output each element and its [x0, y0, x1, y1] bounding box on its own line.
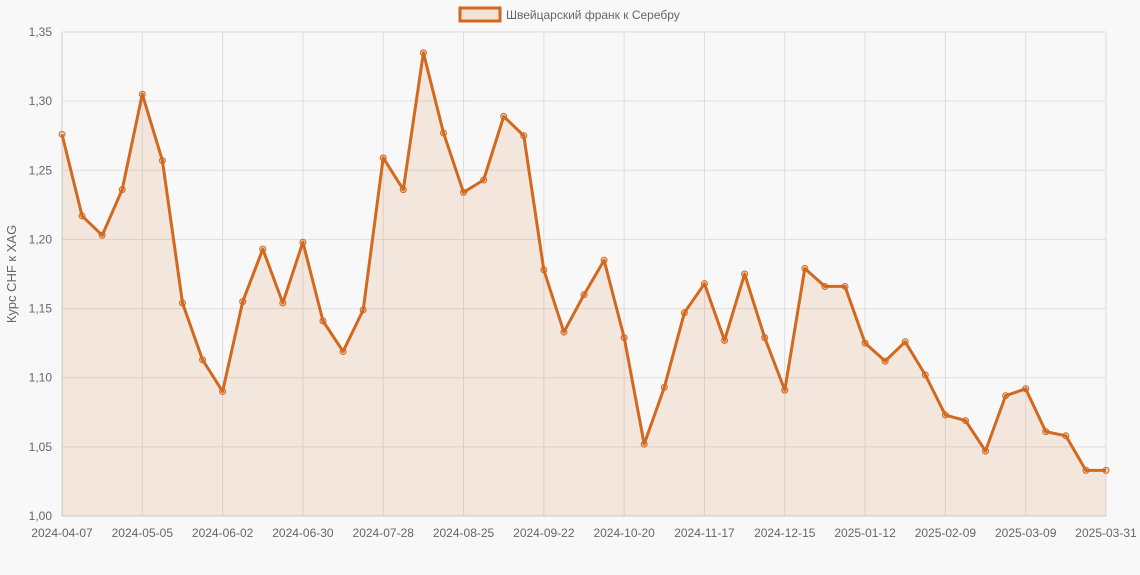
x-tick-label: 2024-07-28	[353, 526, 415, 540]
data-point[interactable]	[1042, 428, 1050, 436]
data-point[interactable]	[961, 417, 969, 425]
x-tick-label: 2024-09-22	[513, 526, 575, 540]
data-point[interactable]	[741, 270, 749, 278]
data-point[interactable]	[500, 112, 508, 120]
data-point[interactable]	[158, 157, 166, 165]
data-point[interactable]	[861, 339, 869, 347]
legend-swatch[interactable]	[458, 6, 502, 23]
data-point[interactable]	[700, 280, 708, 288]
series-line	[60, 51, 1106, 472]
data-point[interactable]	[439, 129, 447, 137]
data-point[interactable]	[178, 299, 186, 307]
y-tick-label: 1,20	[29, 232, 53, 246]
series	[58, 49, 1110, 474]
data-point[interactable]	[379, 154, 387, 162]
x-axis-ticks: 2024-04-07 2024-05-05 2024-06-02 2024-06-30…	[31, 526, 1137, 540]
data-point[interactable]	[721, 336, 729, 344]
x-tick-label: 2024-10-20	[593, 526, 655, 540]
data-point[interactable]	[921, 371, 929, 379]
data-point[interactable]	[520, 132, 528, 140]
data-point[interactable]	[78, 212, 86, 220]
y-tick-label: 1,15	[29, 302, 53, 316]
x-tick-label: 2024-12-15	[754, 526, 816, 540]
data-point[interactable]	[199, 356, 207, 364]
data-point[interactable]	[339, 347, 347, 355]
x-tick-label: 2024-06-02	[192, 526, 254, 540]
data-point[interactable]	[138, 90, 146, 98]
area-fill	[62, 52, 1106, 516]
data-point[interactable]	[279, 299, 287, 307]
x-tick-label: 2024-04-07	[31, 526, 93, 540]
data-point[interactable]	[982, 447, 990, 455]
data-point[interactable]	[399, 186, 407, 194]
data-point[interactable]	[901, 338, 909, 346]
data-point[interactable]	[1022, 385, 1030, 393]
data-point[interactable]	[660, 383, 668, 391]
data-point[interactable]	[1062, 432, 1070, 440]
y-tick-label: 1,10	[29, 371, 53, 385]
data-point[interactable]	[98, 231, 106, 239]
x-tick-label: 2024-06-30	[272, 526, 334, 540]
data-point[interactable]	[841, 282, 849, 290]
legend[interactable]: Швейцарский франк к Серебру	[458, 6, 680, 23]
y-tick-label: 1,05	[29, 440, 53, 454]
x-tick-label: 2024-05-05	[112, 526, 174, 540]
y-axis-ticks: 1,00 1,05 1,10 1,15 1,20 1,25 1,30 1,35	[29, 25, 53, 523]
data-point[interactable]	[58, 130, 66, 138]
y-tick-label: 1,25	[29, 163, 53, 177]
data-point[interactable]	[460, 188, 468, 196]
y-tick-label: 1,00	[29, 509, 53, 523]
x-tick-label: 2024-11-17	[674, 526, 735, 540]
data-point[interactable]	[781, 386, 789, 394]
x-tick-label: 2025-03-31	[1075, 526, 1137, 540]
data-point[interactable]	[941, 411, 949, 419]
y-axis-label: Курс CHF к XAG	[4, 225, 19, 323]
data-point[interactable]	[640, 440, 648, 448]
y-tick-label: 1,30	[29, 94, 53, 108]
data-point[interactable]	[1102, 466, 1110, 474]
data-point[interactable]	[419, 49, 427, 57]
data-point[interactable]	[580, 291, 588, 299]
data-point[interactable]	[219, 388, 227, 396]
grid	[61, 31, 1107, 517]
data-point[interactable]	[620, 334, 628, 342]
data-point[interactable]	[600, 256, 608, 264]
data-point[interactable]	[680, 309, 688, 317]
x-tick-label: 2025-02-09	[915, 526, 977, 540]
data-point[interactable]	[1082, 466, 1090, 474]
data-point[interactable]	[118, 186, 126, 194]
data-point[interactable]	[319, 317, 327, 325]
data-point[interactable]	[560, 328, 568, 336]
data-point[interactable]	[1002, 392, 1010, 400]
data-point[interactable]	[540, 266, 548, 274]
data-point[interactable]	[821, 282, 829, 290]
data-point[interactable]	[801, 264, 809, 272]
area-fill-shape	[62, 52, 1106, 516]
x-tick-label: 2025-03-09	[995, 526, 1057, 540]
data-point[interactable]	[761, 334, 769, 342]
data-point[interactable]	[881, 357, 889, 365]
data-point[interactable]	[299, 238, 307, 246]
x-tick-label: 2025-01-12	[834, 526, 896, 540]
data-point[interactable]	[239, 298, 247, 306]
data-point[interactable]	[259, 245, 267, 253]
legend-label[interactable]: Швейцарский франк к Серебру	[506, 8, 680, 22]
data-point[interactable]	[359, 306, 367, 314]
data-point[interactable]	[480, 176, 488, 184]
x-tick-label: 2024-08-25	[433, 526, 495, 540]
y-tick-label: 1,35	[29, 25, 53, 39]
